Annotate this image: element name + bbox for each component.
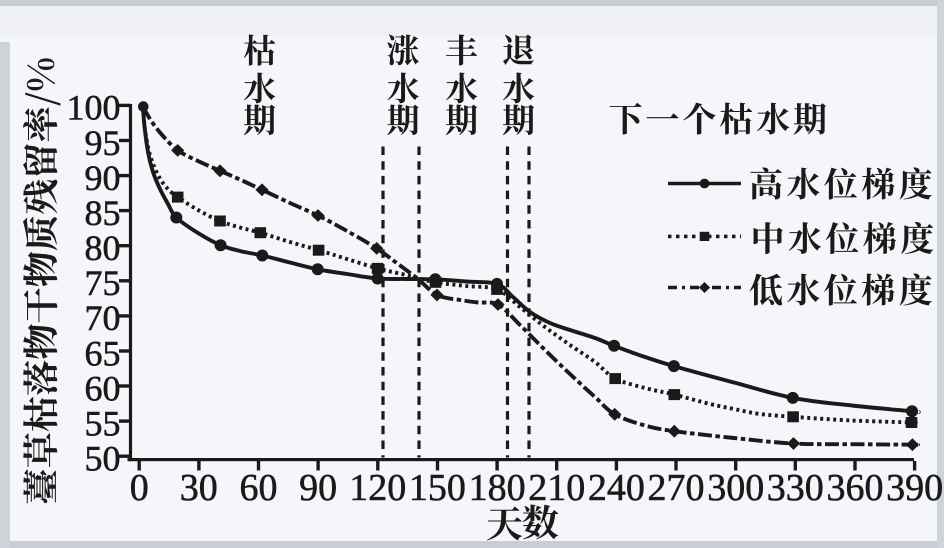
svg-text:70: 70 bbox=[85, 298, 121, 338]
svg-text:390: 390 bbox=[886, 467, 943, 509]
svg-text:90: 90 bbox=[85, 158, 121, 198]
svg-text:270: 270 bbox=[648, 467, 705, 509]
svg-text:50: 50 bbox=[85, 439, 121, 479]
svg-text:240: 240 bbox=[588, 467, 645, 509]
svg-text:210: 210 bbox=[528, 467, 585, 509]
svg-text:100: 100 bbox=[67, 88, 121, 128]
svg-text:60: 60 bbox=[240, 467, 278, 509]
svg-text:80: 80 bbox=[85, 228, 121, 268]
svg-text:180: 180 bbox=[469, 467, 526, 509]
svg-text:120: 120 bbox=[349, 467, 406, 509]
svg-text:30: 30 bbox=[180, 467, 218, 509]
svg-text:55: 55 bbox=[85, 403, 121, 443]
svg-text:150: 150 bbox=[409, 467, 466, 509]
svg-text:330: 330 bbox=[767, 467, 824, 509]
svg-text:95: 95 bbox=[85, 123, 121, 163]
svg-text:60: 60 bbox=[85, 368, 121, 408]
svg-text:75: 75 bbox=[85, 263, 121, 303]
svg-text:300: 300 bbox=[707, 467, 764, 509]
svg-text:65: 65 bbox=[85, 333, 121, 373]
svg-text:85: 85 bbox=[85, 193, 121, 233]
svg-text:90: 90 bbox=[299, 467, 337, 509]
svg-text:360: 360 bbox=[827, 467, 884, 509]
svg-text:0: 0 bbox=[130, 467, 149, 509]
